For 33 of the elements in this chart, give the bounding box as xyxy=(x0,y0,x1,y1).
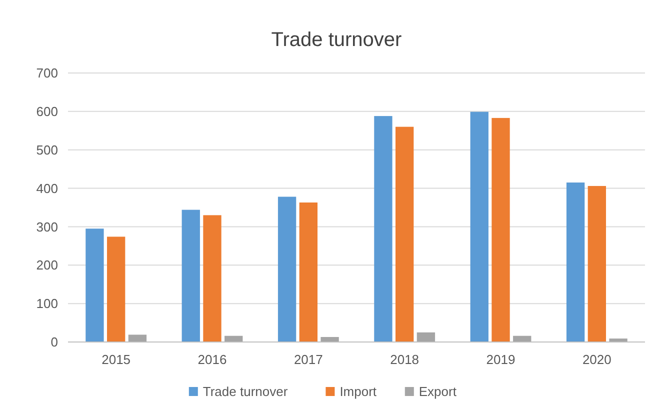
x-tick-label: 2018 xyxy=(390,352,420,367)
y-tick-label: 500 xyxy=(36,142,58,158)
bar xyxy=(86,228,104,342)
y-tick-label: 200 xyxy=(36,258,58,273)
bar xyxy=(107,236,126,342)
y-tick-label: 300 xyxy=(36,219,58,234)
bar xyxy=(396,126,414,342)
x-tick-label: 2019 xyxy=(486,352,516,367)
bar xyxy=(203,215,222,342)
bar xyxy=(182,210,200,342)
bar xyxy=(566,182,585,342)
x-tick-label: 2016 xyxy=(198,352,227,367)
bar xyxy=(320,337,339,342)
bar xyxy=(374,116,392,342)
y-tick-label: 400 xyxy=(36,180,58,196)
legend-label: Import xyxy=(340,384,377,399)
chart-title: Trade turnover xyxy=(271,29,402,51)
bar xyxy=(278,196,296,342)
x-tick-label: 2015 xyxy=(102,352,131,367)
legend-label: Export xyxy=(418,384,457,399)
legend-label: Trade turnover xyxy=(202,384,288,399)
y-tick-label: 0 xyxy=(50,334,58,350)
bar xyxy=(470,112,488,342)
y-tick-label: 700 xyxy=(36,66,58,81)
bar xyxy=(588,186,606,342)
bar xyxy=(128,334,147,342)
bar xyxy=(299,202,318,342)
x-tick-label: 2020 xyxy=(582,352,612,367)
y-tick-label: 600 xyxy=(36,104,58,119)
bar xyxy=(492,118,510,342)
y-tick-label: 100 xyxy=(36,296,58,312)
bar xyxy=(416,332,436,342)
x-tick-label: 2017 xyxy=(294,352,323,367)
